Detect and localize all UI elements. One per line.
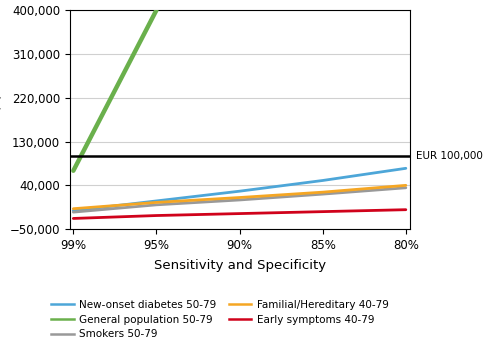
Text: EUR 100,000: EUR 100,000 — [416, 151, 482, 161]
X-axis label: Sensitivity and Specificity: Sensitivity and Specificity — [154, 259, 326, 272]
Legend: New-onset diabetes 50-79, General population 50-79, Smokers 50-79, Familial/Here: New-onset diabetes 50-79, General popula… — [50, 300, 388, 337]
Y-axis label: ICER (EUR/QALY): ICER (EUR/QALY) — [0, 68, 3, 172]
